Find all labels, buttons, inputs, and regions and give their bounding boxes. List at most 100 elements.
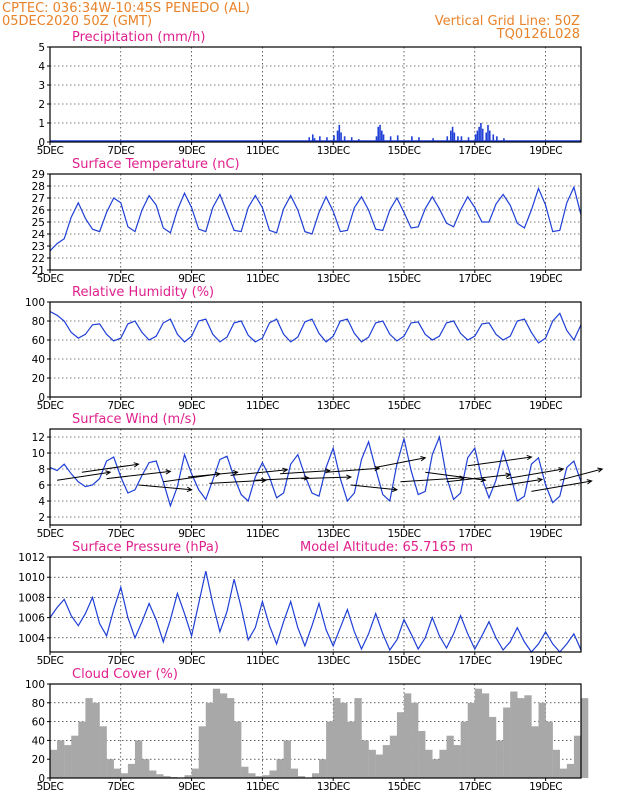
cloud-bar [573,735,582,778]
cloud-bar [396,712,405,778]
precip-bar [480,123,482,142]
precip-bar [350,137,353,142]
wind-arrow-head [165,469,172,475]
cloud-bar [474,688,483,778]
wind-arrow-head [420,456,427,462]
precip-bar [389,136,392,142]
y-tick-label: 27 [32,193,45,205]
wind-arrow-head [346,474,353,480]
wind-arrow [350,484,397,491]
wind-arrow [375,457,426,468]
cloud-bar [517,698,525,778]
y-tick-label: 1006 [18,613,45,625]
cloud-bar [113,768,122,778]
panel-title-humidity: Relative Humidity (%) [72,285,214,300]
x-tick-label: 13DEC [317,400,350,412]
cloud-bar [368,749,376,778]
panel-humidity: Relative Humidity (%) 0 20 40 60 80 100 5DEC 7D… [25,285,582,412]
series-line [49,570,582,653]
y-tick-label: 100 [25,679,45,691]
header-grid-line-note: Vertical Grid Line: 50Z [435,14,580,29]
header: CPTEC: 036:34W-10:45S PENEDO (AL) 05DEC2… [2,1,580,42]
y-tick-label: 5 [38,42,45,54]
series-line [49,310,582,344]
y-tick-label: 20 [32,373,45,385]
x-tick-label: 7DEC [107,273,134,285]
x-tick-label: 9DEC [178,273,205,285]
y-tick-label: 40 [32,354,45,366]
series-line [49,185,582,252]
y-tick-label: 23 [32,241,45,253]
panel-subtitle-model-altitude: Model Altitude: 65.7165 m [300,540,473,555]
wind-arrow [301,476,351,480]
y-tick-label: 80 [32,698,45,710]
x-tick-label: 15DEC [388,400,421,412]
cloud-bar [262,775,270,778]
cloud-bar [156,774,164,778]
wind-arrow-head [105,470,112,476]
wind-arrow [209,479,266,484]
cloud-bar [255,776,263,778]
wind-arrow [81,463,139,473]
wind-arrow [188,471,238,478]
y-tick-label: 4 [38,61,45,73]
cloud-bar [276,759,284,778]
y-tick-label: 1004 [18,633,45,645]
wind-arrow [255,477,309,481]
cloud-bar [198,726,206,778]
x-tick-label: 5DEC [37,400,64,412]
y-tick-label: 20 [32,754,45,766]
cloud-bar [149,770,157,778]
y-tick-label: 25 [32,217,45,229]
cloud-bar [460,721,468,778]
precip-bar [377,126,380,142]
precip-bar [340,132,342,142]
x-tick-label: 9DEC [178,528,205,540]
precip-bar [343,136,346,142]
wind-arrow [106,470,171,480]
cloud-bar [524,695,532,778]
x-tick-label: 15DEC [388,145,421,157]
cloud-bar [488,716,497,778]
y-tick-label: 1008 [18,592,45,604]
precip-bar [418,137,420,142]
cloud-bar [311,773,320,778]
cloud-bar [411,702,419,778]
precip-bar [492,134,495,142]
cloud-bar [340,702,348,778]
cloud-bar [134,740,143,778]
x-tick-label: 13DEC [317,655,350,667]
panel-title-cloud-cover: Cloud Cover (%) [72,667,178,682]
cloud-bar [248,773,256,778]
wind-arrow-head [537,477,544,483]
x-tick-label: 5DEC [37,273,64,285]
x-tick-label: 11DEC [246,528,279,540]
wind-arrow-head [133,462,140,468]
x-tick-label: 5DEC [37,528,64,540]
wind-arrow [230,469,288,476]
precip-bar [451,126,454,142]
plot-frame [49,683,582,779]
x-tick-label: 9DEC [178,400,205,412]
panel-precipitation: Precipitation (mm/h) 0 1 2 3 4 5 5DEC 7DEC 9DEC 1… [37,30,582,157]
cloud-bar [333,698,341,778]
precip-bar [311,134,314,142]
precip-bar [336,130,339,142]
x-tick-label: 15DEC [388,273,421,285]
cloud-bar [545,721,553,778]
wind-arrow [425,471,486,481]
cloud-bar [389,735,398,778]
x-tick-label: 13DEC [317,273,350,285]
series-line [49,434,582,508]
x-tick-label: 19DEC [529,781,562,793]
cloud-bar [347,721,355,778]
cloud-bar [106,759,114,778]
cloud-bar [418,731,426,778]
cloud-bar [439,749,447,778]
cloud-bar [496,740,504,778]
y-tick-label: 1010 [18,572,45,584]
precip-bar [313,138,316,142]
precip-bar [503,138,505,142]
panel-title-pressure: Surface Pressure (hPa) [72,540,219,555]
cloud-bar [57,740,65,778]
